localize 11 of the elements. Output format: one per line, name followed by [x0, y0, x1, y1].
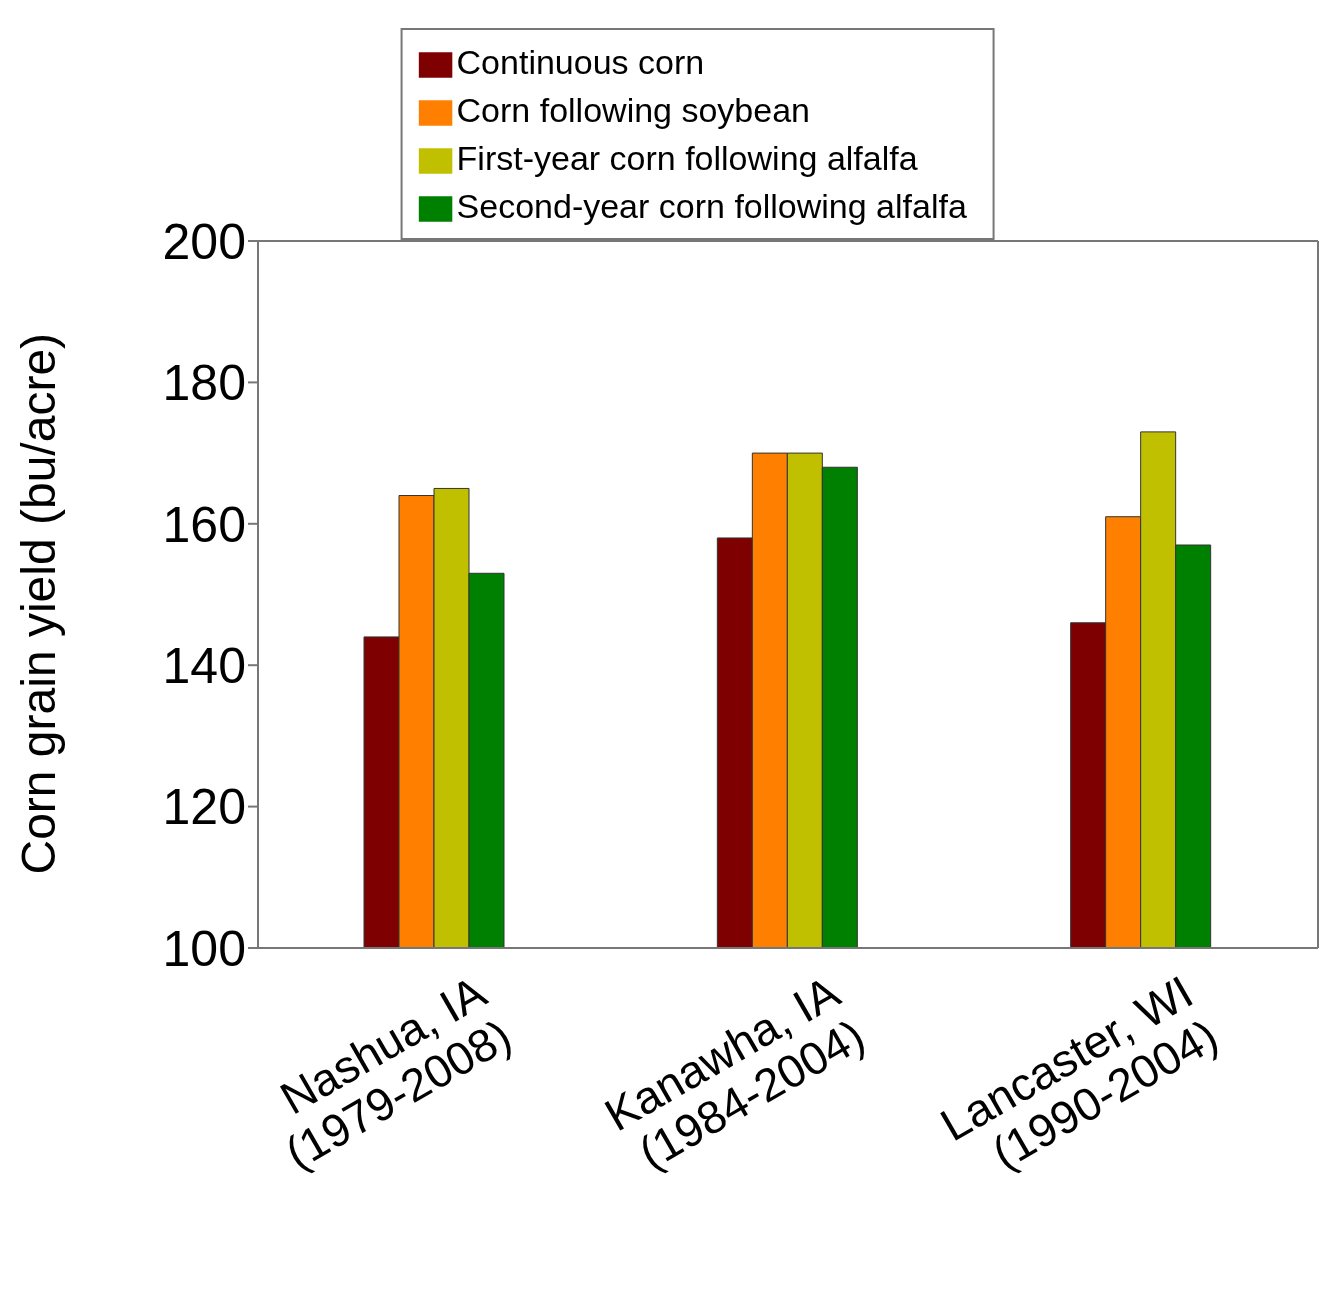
- legend-label: Second-year corn following alfalfa: [456, 187, 967, 225]
- y-tick-label: 180: [162, 355, 246, 412]
- legend-label: Corn following soybean: [456, 91, 810, 129]
- y-tick-label: 140: [162, 637, 246, 694]
- legend-label: Continuous corn: [456, 43, 705, 81]
- y-tick-label: 200: [162, 213, 246, 270]
- y-tick-label: 100: [162, 920, 246, 977]
- y-axis-title: Corn grain yield (bu/acre): [12, 332, 66, 875]
- y-tick-label: 160: [162, 496, 246, 553]
- y-tick-label: 120: [162, 779, 246, 836]
- legend-label: First-year corn following alfalfa: [456, 139, 918, 177]
